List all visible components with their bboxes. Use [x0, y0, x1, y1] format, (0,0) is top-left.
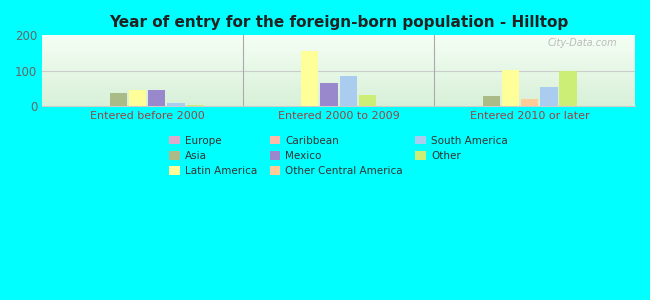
Bar — [110, 93, 127, 106]
Text: City-Data.com: City-Data.com — [547, 38, 618, 48]
Bar — [168, 103, 185, 106]
Bar — [540, 87, 558, 106]
Bar — [521, 98, 538, 106]
Bar — [483, 96, 500, 106]
Bar — [148, 90, 166, 106]
Bar — [187, 105, 203, 106]
Bar — [129, 90, 146, 106]
Bar — [502, 70, 519, 106]
Bar — [320, 83, 337, 106]
Bar — [339, 76, 357, 106]
Bar — [301, 51, 318, 106]
Title: Year of entry for the foreign-born population - Hilltop: Year of entry for the foreign-born popul… — [109, 15, 568, 30]
Bar — [359, 94, 376, 106]
Bar — [560, 71, 577, 106]
Legend: Europe, Asia, Latin America, Caribbean, Mexico, Other Central America, South Ame: Europe, Asia, Latin America, Caribbean, … — [165, 131, 512, 180]
